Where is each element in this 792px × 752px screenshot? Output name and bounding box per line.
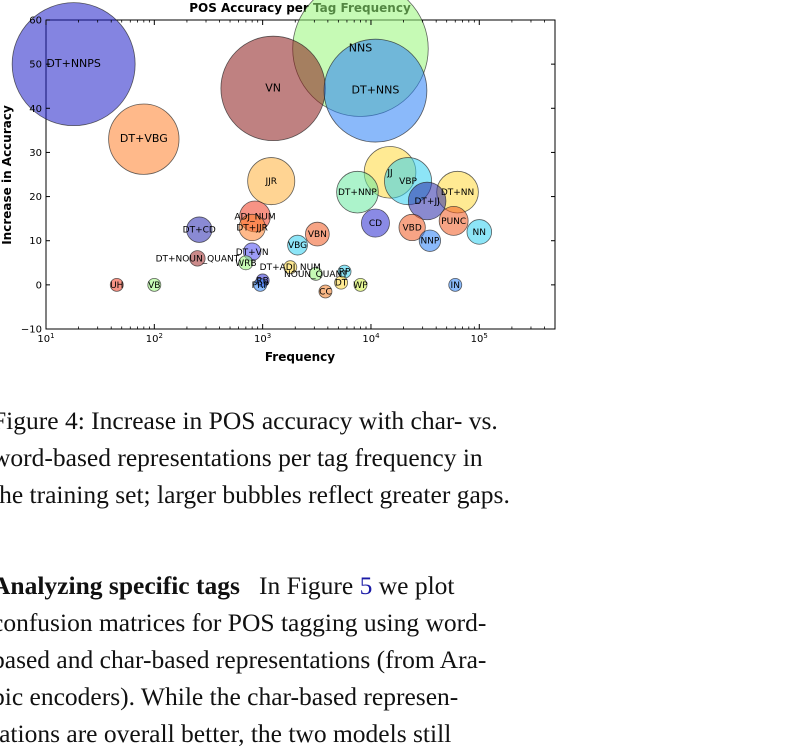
bubble-label: IN: [451, 281, 460, 291]
body-line-5: tations are overall better, the two mode…: [0, 719, 452, 748]
bubble-point: [109, 277, 124, 292]
bubble-point: [238, 213, 266, 242]
caption-line-2: word-based representations per tag frequ…: [0, 443, 483, 472]
bubble-label: NN: [473, 228, 486, 238]
body-line-1: Analyzing specific tags In Figure 5 we p…: [0, 567, 568, 604]
bubble-point: [11, 2, 136, 127]
bubble-point: [318, 284, 333, 299]
bubble-label: DT+NOUN_QUANT: [156, 254, 240, 264]
bubble-point: [287, 234, 308, 256]
bubble-label: DT+CD: [183, 226, 216, 236]
bubble-label: DT+ADJ_NUM: [260, 263, 321, 273]
y-tick-label: 40: [29, 104, 42, 115]
bubble-point: [147, 277, 162, 292]
x-axis: 101 102 103 104 105: [37, 20, 556, 345]
body-line-1-start: In Figure: [259, 571, 360, 600]
y-tick-label: −10: [21, 325, 42, 336]
y-axis: −10 0 10 20 30 40 50 60: [21, 16, 555, 336]
bubble-label: UH: [110, 281, 123, 291]
body-line-1-end: we plot: [372, 571, 455, 600]
bubble-label: ADJ_NUM: [234, 212, 275, 222]
body-line-2: confusion matrices for POS tagging using…: [0, 608, 487, 637]
bubble-point: [238, 255, 254, 271]
bubble-point: [253, 277, 268, 292]
bubble-label: NNP: [420, 237, 439, 247]
bubble-label: DT+VN: [236, 248, 269, 258]
bubble-label: VN: [265, 81, 281, 94]
figure-ref-link[interactable]: 5: [359, 571, 373, 600]
body-line-4: bic encoders). While the char-based repr…: [0, 682, 459, 711]
figure-caption: Figure 4: Increase in POS accuracy with …: [0, 402, 568, 513]
bubble-label: DT+JJ: [414, 197, 439, 207]
bubble-label: NOUN_QUANT: [284, 270, 348, 280]
bubble-label: DT: [335, 279, 348, 289]
y-tick-label: 0: [36, 280, 42, 291]
bubble-label: CD: [369, 219, 382, 229]
bubble-label: WRB: [235, 259, 256, 269]
y-axis-label: Increase in Accuracy: [0, 105, 14, 245]
bubble-point: [407, 181, 447, 221]
bubble-label: VB: [148, 281, 160, 291]
bubble-label: PUNC: [441, 217, 466, 227]
x-tick-label: 102: [146, 332, 163, 345]
bubble-point: [283, 260, 298, 275]
bubble-label: DT+NNP: [338, 188, 377, 198]
caption-line-3: the training set; larger bubbles reflect…: [0, 480, 510, 509]
bubble-point: [418, 229, 441, 252]
bubble-point: [336, 170, 379, 214]
bubble-point: [108, 103, 180, 175]
bubble-label: DT+NN: [441, 188, 474, 198]
body-line-3: based and char-based representations (fr…: [0, 645, 487, 674]
bubble-label: JJ: [386, 168, 392, 178]
bubbles-layer: DT+NNPS NNS VN DT+NNS DT+VBG JJR JJ VBP DT+NNP DT…: [11, 0, 493, 299]
y-tick-label: 20: [29, 192, 42, 203]
bubble-point: [360, 208, 390, 238]
y-tick-label: 60: [29, 16, 42, 27]
bubble-point: [323, 38, 428, 143]
y-tick-label: 50: [29, 60, 42, 71]
bubble-chart: POS Accuracy per Tag Frequency DT+NNPSNN…: [0, 0, 556, 364]
y-tick-label: 30: [29, 148, 42, 159]
bubble-label: RP: [339, 268, 351, 278]
bubble-label: VBP: [399, 177, 417, 187]
bubble-label: WP: [353, 281, 368, 291]
bubble-point: [305, 221, 330, 247]
bubble-label: VBG: [288, 241, 307, 251]
section-heading: Analyzing specific tags: [0, 571, 240, 600]
bubble-label: DT+NNPS: [46, 57, 100, 70]
bubble-point: [308, 266, 323, 281]
x-axis-label: Frequency: [265, 350, 335, 364]
x-tick-label: 103: [254, 332, 271, 345]
bubble-label: NNS: [349, 42, 372, 55]
bubble-point: [189, 250, 206, 267]
bubble-label: CC: [319, 287, 332, 297]
bubble-point: [247, 157, 296, 206]
x-tick-label: 101: [37, 332, 54, 345]
x-tick-label: 104: [362, 332, 380, 345]
caption-line-1: Figure 4: Increase in POS accuracy with …: [0, 406, 498, 435]
x-tick-label: 105: [471, 332, 488, 345]
bubble-label: PRP: [252, 281, 270, 291]
bubble-point: [438, 205, 469, 236]
bubble-label: DT+NNS: [352, 84, 400, 97]
bubble-point: [448, 277, 463, 292]
bubble-label: DT+VBG: [120, 132, 168, 145]
bubble-point: [186, 216, 213, 243]
bubble-point: [398, 213, 426, 242]
bubble-label: VBN: [308, 230, 327, 240]
bubble-label: JJR: [264, 177, 277, 187]
bubble-point: [353, 277, 368, 292]
bubble-label: DT+JJR: [236, 223, 268, 233]
body-paragraph: Analyzing specific tags In Figure 5 we p…: [0, 567, 568, 752]
bubble-point: [466, 219, 493, 245]
bubble-point: [334, 275, 348, 290]
y-tick-label: 10: [29, 236, 42, 247]
bubble-label: RB: [256, 276, 268, 286]
bubble-label: VBD: [403, 223, 422, 233]
